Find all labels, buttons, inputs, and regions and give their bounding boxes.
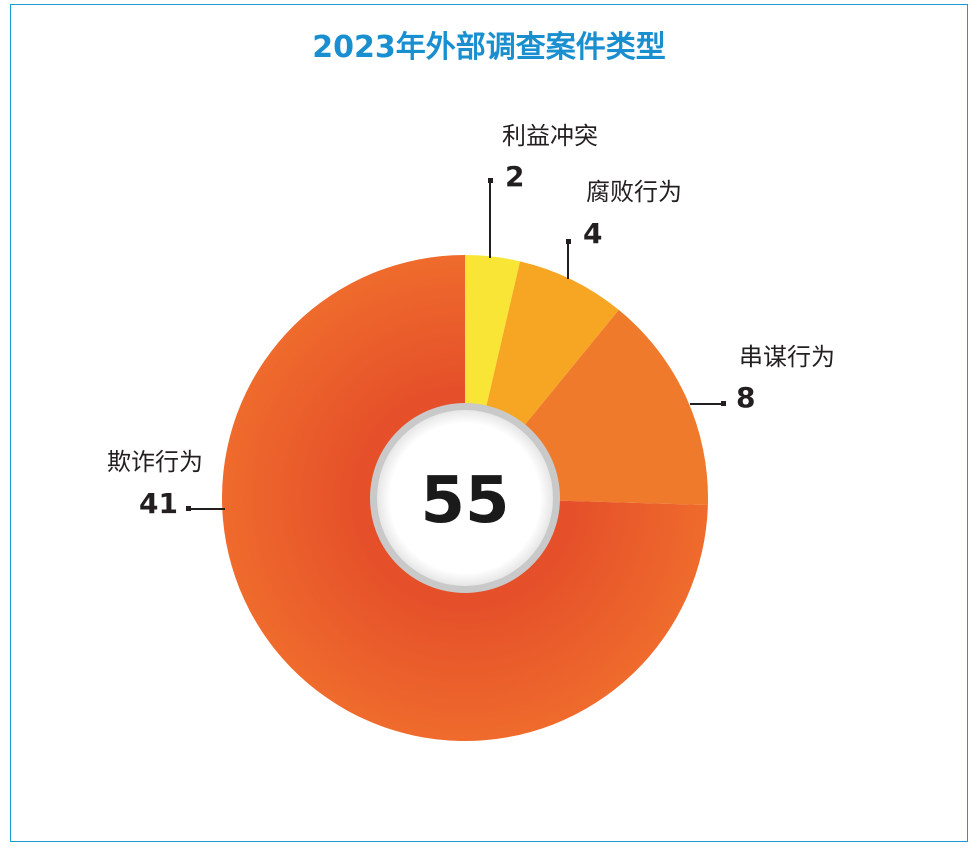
value-fraud: 41 [139, 487, 178, 520]
label-conflict-of-interest: 利益冲突 [502, 122, 598, 150]
label-corruption: 腐败行为 [586, 178, 682, 206]
leader-dot-fraud [186, 506, 191, 511]
chart-title: 2023年外部调查案件类型 [312, 30, 666, 65]
leader-dot-corruption [566, 239, 571, 244]
total-count: 55 [420, 464, 509, 538]
value-corruption: 4 [583, 217, 602, 250]
leader-lines [186, 178, 726, 511]
label-collusion: 串谋行为 [739, 343, 835, 371]
label-fraud: 欺诈行为 [107, 448, 203, 476]
leader-dot-conflict [488, 178, 493, 183]
donut-hole [377, 410, 553, 586]
value-conflict-of-interest: 2 [505, 160, 524, 193]
leader-dot-collusion [721, 401, 726, 406]
value-collusion: 8 [736, 381, 755, 414]
